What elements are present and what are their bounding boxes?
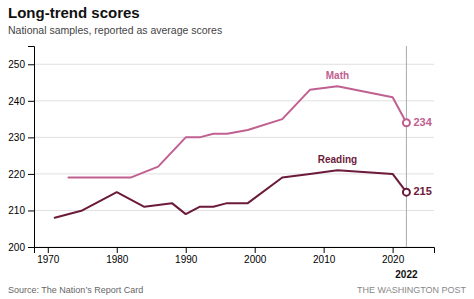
tick-mark — [393, 247, 394, 253]
end-point — [403, 189, 410, 196]
tick-label: 1970 — [37, 254, 60, 265]
tick: 2020 — [382, 247, 405, 265]
tick-mark — [186, 247, 187, 253]
grid — [34, 64, 434, 247]
grid-line — [34, 137, 434, 138]
tick: 230 — [8, 132, 34, 143]
tick-label: 1990 — [175, 254, 198, 265]
line — [55, 170, 407, 218]
end-label: 215 — [413, 185, 431, 197]
plot-area — [55, 46, 410, 247]
credit: THE WASHINGTON POST — [357, 285, 467, 295]
tick-label: 1980 — [106, 254, 129, 265]
tick-mark — [324, 247, 325, 253]
tick-label: 2020 — [382, 254, 405, 265]
tick-label: 240 — [8, 96, 25, 107]
tick-mark — [28, 101, 34, 102]
tick: 1990 — [175, 247, 198, 265]
grid-line — [34, 100, 434, 101]
subtitle: National samples, reported as average sc… — [8, 24, 222, 36]
axis-line — [28, 47, 35, 248]
tick-mark — [28, 210, 34, 211]
grid-line — [34, 210, 434, 211]
line — [68, 86, 406, 177]
tick-mark — [48, 247, 49, 253]
tick: 2000 — [244, 247, 267, 265]
tick: 250 — [8, 59, 34, 70]
tick-label: 2000 — [244, 254, 267, 265]
tick: 200 — [8, 242, 34, 253]
tick: 210 — [8, 205, 34, 216]
title: Long-trend scores — [8, 4, 140, 21]
tick-label: 200 — [8, 242, 25, 253]
tick-mark — [255, 247, 256, 253]
tick-label: 250 — [8, 59, 25, 70]
end-point — [403, 119, 410, 126]
tick: 2010 — [313, 247, 336, 265]
reference-label: 2022 — [395, 269, 418, 280]
chart: Long-trend scores National samples, repor… — [0, 0, 474, 299]
tick-mark — [28, 174, 34, 175]
source: Source: The Nation’s Report Card — [8, 285, 143, 295]
grid-line — [34, 64, 434, 65]
series-label: Math — [326, 70, 349, 81]
tick: 1980 — [106, 247, 129, 265]
tick-label: 230 — [8, 132, 25, 143]
tick-mark — [28, 137, 34, 138]
y-axis: 200 210 220 230 240 250 — [8, 47, 34, 253]
axis-line — [35, 248, 435, 254]
tick-label: 2010 — [313, 254, 336, 265]
end-label: 234 — [413, 116, 432, 128]
tick: 240 — [8, 96, 34, 107]
tick: 1970 — [37, 247, 60, 265]
labels: 2022 Math Reading 234 215 Source: The Nation’… — [8, 70, 466, 295]
tick-label: 220 — [8, 169, 25, 180]
tick: 220 — [8, 169, 34, 180]
series-label: Reading — [318, 154, 357, 165]
x-axis: 1970 1980 1990 2000 2010 2020 — [35, 247, 435, 265]
tick-label: 210 — [8, 205, 25, 216]
tick-mark — [28, 64, 34, 65]
tick-mark — [28, 247, 34, 248]
tick-mark — [117, 247, 118, 253]
reference-line — [406, 46, 407, 247]
